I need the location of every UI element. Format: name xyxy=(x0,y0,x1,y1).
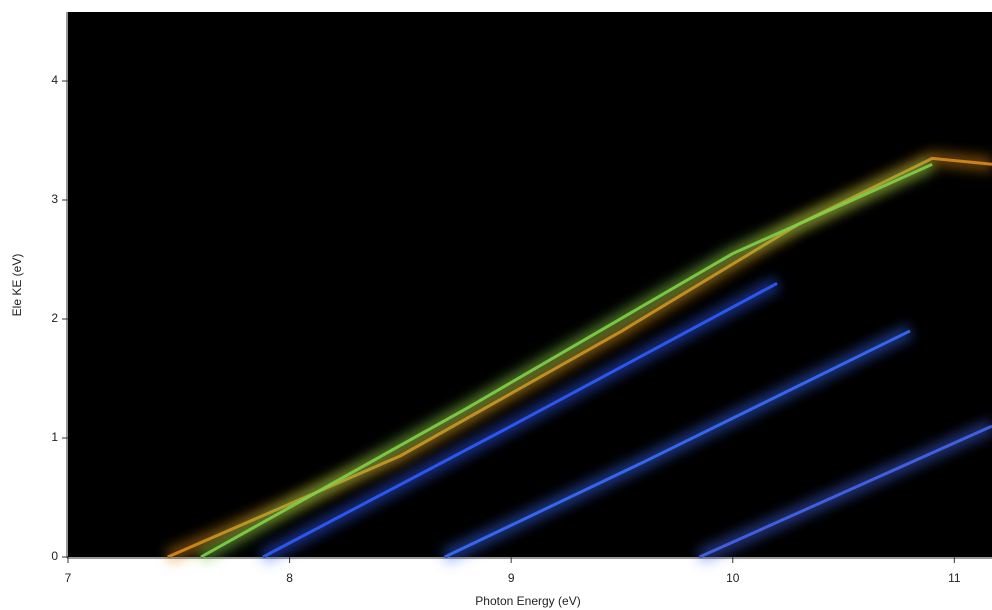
x-tick-label: 9 xyxy=(508,571,515,585)
band-line xyxy=(698,424,992,559)
x-tick-label: 10 xyxy=(726,571,740,585)
x-tick-label: 11 xyxy=(948,571,961,585)
band-line xyxy=(444,329,911,559)
plot-background xyxy=(68,12,992,557)
y-tick-label: 1 xyxy=(51,430,58,444)
y-tick-label: 3 xyxy=(51,192,58,206)
y-tick-label: 0 xyxy=(51,549,58,563)
band-line xyxy=(262,281,778,559)
x-tick-label: 8 xyxy=(286,571,293,585)
band-line xyxy=(200,162,933,559)
x-axis-label: Photon Energy (eV) xyxy=(475,594,580,608)
x-tick-label: 7 xyxy=(65,571,72,585)
y-axis-label: Ele KE (eV) xyxy=(10,254,24,317)
y-tick-label: 2 xyxy=(51,311,58,325)
y-tick-label: 4 xyxy=(51,73,58,87)
